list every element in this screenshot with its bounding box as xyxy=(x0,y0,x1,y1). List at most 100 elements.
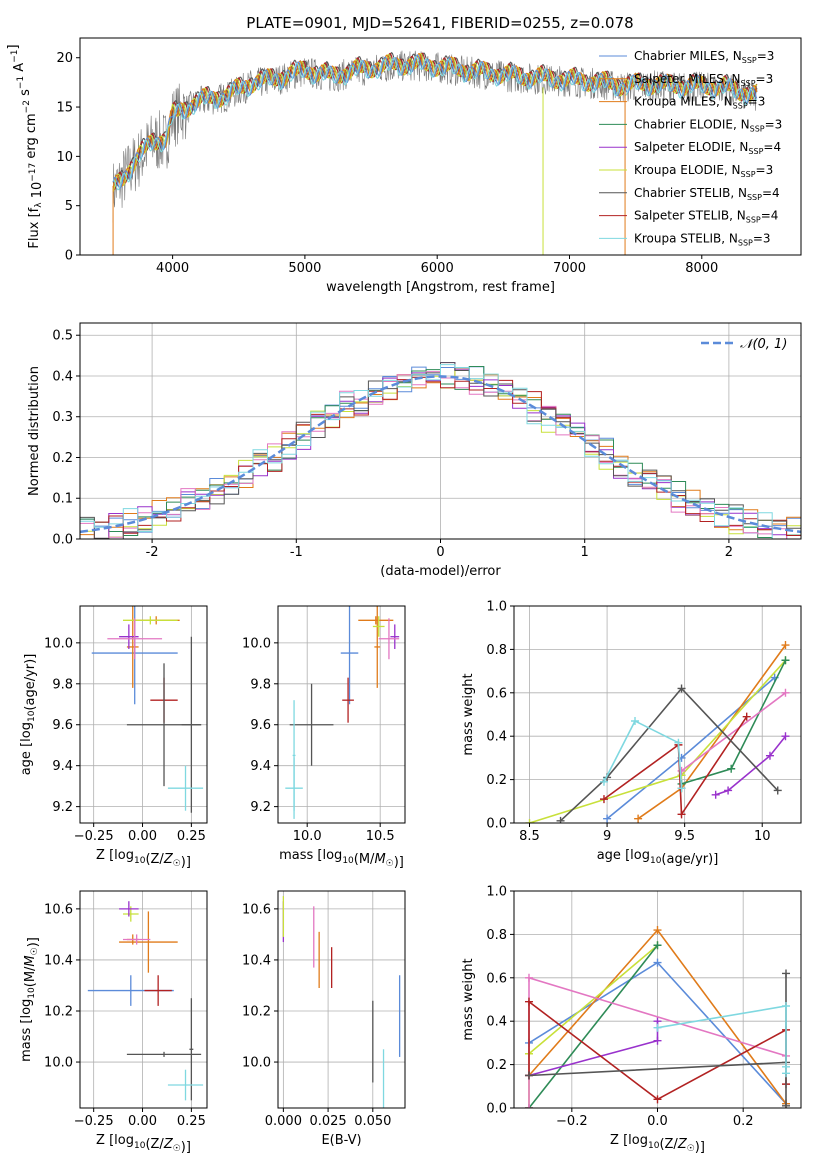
error-bar-point xyxy=(167,765,204,811)
weight_vs_Z-xlabel: Z [log10(Z/Z☉)] xyxy=(610,1133,705,1155)
y-tick-label: 0.8 xyxy=(486,928,507,943)
weight-series-marker xyxy=(727,764,736,773)
weight-series-marker xyxy=(524,997,533,1006)
age_vs_Z-panel: −0.25 0.00 0.25 9.2 9.4 9.6 9.8 10.0 Z [log10(Z/… xyxy=(19,605,208,870)
weight-series-marker xyxy=(773,786,782,795)
x-tick-label: 8.5 xyxy=(519,829,540,844)
figure-title: PLATE=0901, MJD=52641, FIBERID=0255, z=0… xyxy=(246,14,633,32)
legend-label: Chabrier MILES, NSSP=3 xyxy=(634,49,774,65)
weight-series-marker xyxy=(653,1095,662,1104)
weight-series-marker xyxy=(599,795,608,804)
weight-series-marker xyxy=(765,751,774,760)
spectrum-panel: 4000 5000 6000 7000 8000 0 5 10 15 20 wavelength [… xyxy=(6,37,802,295)
weight-series-line xyxy=(528,1021,659,1077)
legend-label: 𝒩(0, 1) xyxy=(740,337,787,352)
x-tick-label: 0.2 xyxy=(733,1114,754,1129)
legend-entry: Kroupa ELODIE, NSSP=3 xyxy=(599,163,773,179)
weight-series-marker xyxy=(782,1101,791,1108)
error-bar-point xyxy=(289,683,334,766)
weight_vs_age-panel: 8.5 9 9.5 10 0.0 0.2 0.4 0.6 0.8 1.0 age [log10(ag… xyxy=(461,600,802,867)
weight-series-marker xyxy=(634,814,643,823)
error-bar-point xyxy=(358,616,394,625)
legend-label: Salpeter ELODIE, NSSP=4 xyxy=(634,140,781,156)
y-tick-label: 10.2 xyxy=(44,1004,73,1019)
weight-series-marker xyxy=(524,1104,533,1108)
residuals-panel: -2 -1 0 1 2 0.0 0.1 0.2 0.3 0.4 0.5 (data-model)/er… xyxy=(27,322,802,579)
weight-series-marker xyxy=(781,641,790,650)
spectrum-xlabel: wavelength [Angstrom, rest frame] xyxy=(326,280,555,295)
y-tick-label: 0.2 xyxy=(52,451,73,466)
weight_vs_age-frame xyxy=(513,605,802,824)
x-tick-label: 0.050 xyxy=(354,1114,391,1129)
error-bar-point xyxy=(374,606,381,688)
y-tick-label: 10.6 xyxy=(44,902,73,917)
histogram-kr_stelib xyxy=(80,364,801,539)
weight-series-marker xyxy=(677,810,686,819)
weight-series-line xyxy=(681,692,786,772)
legend-entry: Chabrier STELIB, NSSP=4 xyxy=(599,186,780,202)
age_vs_Z-plot-area xyxy=(91,606,204,813)
age_vs_Z-frame xyxy=(79,605,208,824)
error-bar-point xyxy=(181,636,202,813)
x-tick-label: 0.25 xyxy=(177,1114,206,1129)
y-tick-label: 0.8 xyxy=(486,643,507,658)
legend-label: Salpeter MILES, NSSP=3 xyxy=(634,72,773,88)
x-tick-label: 10.0 xyxy=(293,829,322,844)
x-tick-label: 0.025 xyxy=(309,1114,346,1129)
error-bar-point xyxy=(126,1051,202,1057)
weight-series-line xyxy=(603,719,683,789)
weight-series-line xyxy=(529,659,787,823)
age_vs_mass-plot-area xyxy=(285,606,400,819)
x-tick-label: 2 xyxy=(725,545,733,560)
y-tick-label: 10.4 xyxy=(44,953,73,968)
weight-series-marker xyxy=(653,941,662,950)
error-bar-point xyxy=(167,1069,204,1101)
error-bar-point xyxy=(144,975,172,1006)
spectrum-plot-area xyxy=(112,50,758,255)
x-tick-label: -1 xyxy=(290,545,303,560)
x-tick-label: 10.5 xyxy=(366,829,395,844)
weight-series-marker xyxy=(653,1036,662,1045)
y-tick-label: 9.4 xyxy=(250,759,271,774)
y-tick-label: 1.0 xyxy=(486,600,507,615)
y-tick-label: 0.2 xyxy=(486,1058,507,1073)
weight-series-marker xyxy=(724,786,733,795)
y-tick-label: 5 xyxy=(65,199,73,214)
x-tick-label: 4000 xyxy=(156,261,189,276)
weight-series-marker xyxy=(674,738,683,747)
error-bar-point xyxy=(122,616,178,625)
weight-series-marker xyxy=(603,814,612,823)
weight-series-line xyxy=(559,687,779,822)
y-tick-label: 0.6 xyxy=(486,971,507,986)
y-tick-label: 9.2 xyxy=(52,800,73,815)
mass_vs_ebv-xlabel: E(B-V) xyxy=(321,1133,361,1148)
y-tick-label: 0.4 xyxy=(486,1015,507,1030)
y-tick-label: 10.0 xyxy=(242,636,271,651)
y-tick-label: 0.4 xyxy=(486,730,507,745)
model-spectrum-kr_stelib xyxy=(113,56,758,191)
x-tick-label: 8000 xyxy=(685,261,718,276)
weight_vs_age-plot-area xyxy=(525,641,790,823)
error-bar-point xyxy=(390,624,400,649)
y-tick-label: 20 xyxy=(56,51,73,66)
x-tick-label: 10 xyxy=(754,829,771,844)
weight-series-marker xyxy=(653,1023,662,1032)
y-tick-label: 1.0 xyxy=(486,885,507,900)
y-tick-label: 10.0 xyxy=(44,636,73,651)
weight-series-marker xyxy=(677,784,686,793)
weight-series-line xyxy=(528,944,659,1108)
error-bar-point xyxy=(189,998,194,1101)
y-tick-label: 10 xyxy=(56,150,73,165)
y-tick-label: 9.8 xyxy=(52,677,73,692)
weight-series-marker xyxy=(525,819,534,823)
x-tick-label: 0.00 xyxy=(128,1114,157,1129)
weight-series-marker xyxy=(781,656,790,665)
error-bar-point xyxy=(378,618,400,660)
weight-series-line xyxy=(681,659,787,785)
y-tick-label: 0.6 xyxy=(486,686,507,701)
weight-series-marker xyxy=(653,926,662,935)
normal-curve-line xyxy=(80,375,801,534)
legend-entry: Chabrier ELODIE, NSSP=3 xyxy=(599,117,782,133)
y-tick-label: 0.5 xyxy=(52,329,73,344)
y-tick-label: 0.1 xyxy=(52,492,73,507)
